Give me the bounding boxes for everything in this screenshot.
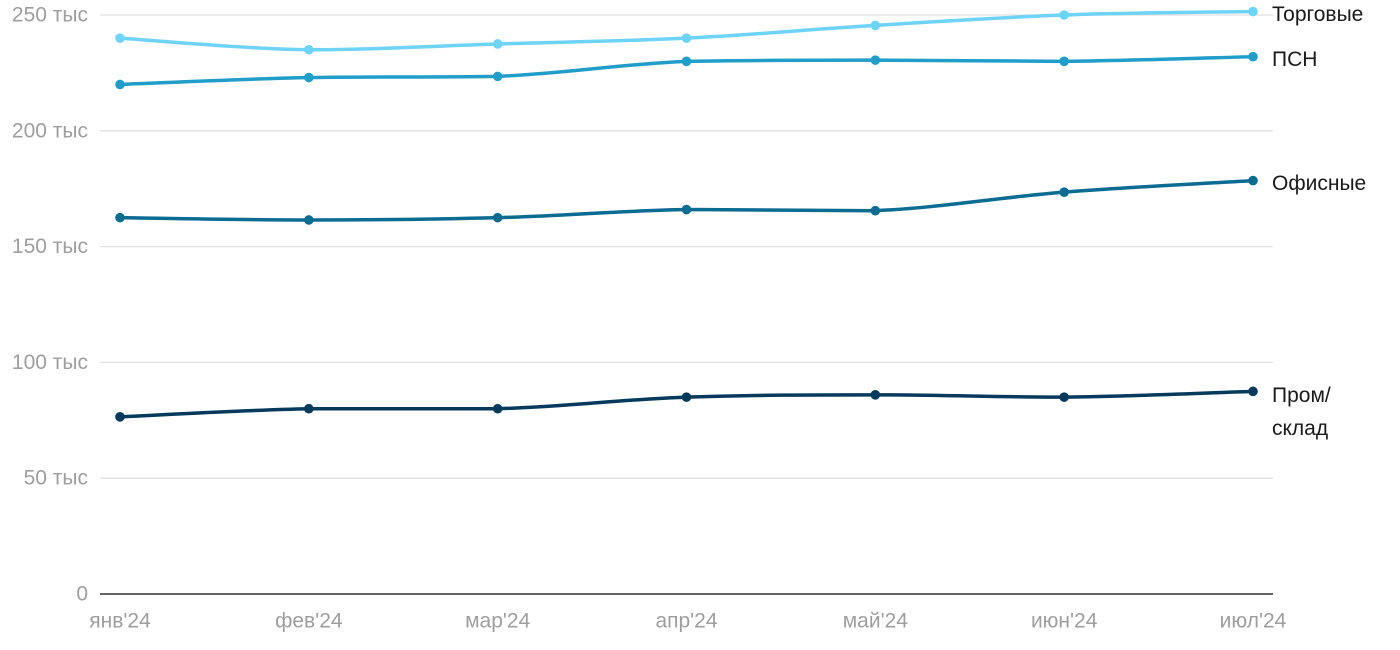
data-point bbox=[870, 205, 881, 216]
series-label-line: ПСН bbox=[1272, 48, 1317, 71]
series-2 bbox=[115, 175, 1258, 225]
series-group bbox=[115, 6, 1258, 422]
x-tick-label: мар'24 bbox=[465, 610, 530, 633]
series-label-1: ПСН bbox=[1272, 48, 1317, 71]
series-labels: Торговые ПСН Офисные Пром/склад bbox=[1272, 3, 1366, 440]
data-point bbox=[304, 215, 314, 225]
gridlines bbox=[100, 14, 1273, 479]
data-point bbox=[115, 412, 125, 422]
x-tick-label: июл'24 bbox=[1220, 610, 1287, 633]
data-point bbox=[870, 20, 881, 31]
data-point bbox=[1248, 386, 1258, 397]
data-point bbox=[681, 33, 692, 43]
data-point bbox=[304, 403, 314, 414]
data-point bbox=[492, 212, 503, 223]
y-tick-label: 150 тыс bbox=[12, 235, 88, 258]
x-tick-label: фев'24 bbox=[275, 610, 343, 633]
data-point bbox=[1059, 392, 1069, 402]
series-label-line: склад bbox=[1272, 417, 1328, 440]
series-0 bbox=[115, 6, 1258, 55]
data-point bbox=[492, 403, 503, 414]
x-tick-label: апр'24 bbox=[655, 610, 717, 633]
data-point bbox=[1248, 175, 1258, 186]
data-point bbox=[681, 56, 692, 67]
x-axis-tick-labels: янв'24 фев'24 мар'24 апр'24 май'24 июн'24 июл'… bbox=[89, 610, 1286, 633]
data-point bbox=[1059, 56, 1069, 67]
y-tick-label: 100 тыс bbox=[12, 351, 88, 374]
data-point bbox=[1248, 51, 1258, 62]
series-label-line: Офисные bbox=[1272, 172, 1366, 195]
data-point bbox=[681, 392, 692, 402]
data-point bbox=[870, 390, 881, 400]
series-1 bbox=[115, 51, 1258, 90]
data-point bbox=[492, 39, 503, 49]
series-3 bbox=[115, 386, 1258, 422]
series-label-0: Торговые bbox=[1272, 3, 1363, 26]
y-tick-label: 250 тыс bbox=[12, 4, 88, 27]
y-tick-label: 50 тыс bbox=[24, 467, 88, 490]
data-point bbox=[1059, 187, 1069, 197]
data-point bbox=[304, 44, 314, 55]
x-tick-label: май'24 bbox=[843, 610, 909, 633]
data-point bbox=[304, 72, 314, 83]
series-label-line: Торговые bbox=[1272, 3, 1363, 26]
data-point bbox=[115, 33, 125, 43]
series-label-2: Офисные bbox=[1272, 172, 1366, 195]
series-label-line: Пром/ bbox=[1272, 384, 1331, 407]
y-tick-label: 0 bbox=[76, 583, 88, 606]
data-point bbox=[115, 79, 125, 90]
x-tick-label: янв'24 bbox=[89, 610, 151, 633]
y-axis-tick-labels: 0 50 тыс 100 тыс 150 тыс 200 тыс 250 тыс bbox=[12, 4, 88, 606]
data-point bbox=[681, 204, 692, 215]
data-point bbox=[1248, 6, 1258, 17]
data-point bbox=[115, 212, 125, 223]
data-point bbox=[1059, 10, 1069, 20]
data-point bbox=[870, 55, 881, 65]
x-tick-label: июн'24 bbox=[1031, 610, 1098, 633]
y-tick-label: 200 тыс bbox=[12, 119, 88, 142]
series-label-3: Пром/склад bbox=[1272, 384, 1331, 440]
series-line-0 bbox=[118, 9, 1255, 52]
data-point bbox=[492, 71, 503, 82]
